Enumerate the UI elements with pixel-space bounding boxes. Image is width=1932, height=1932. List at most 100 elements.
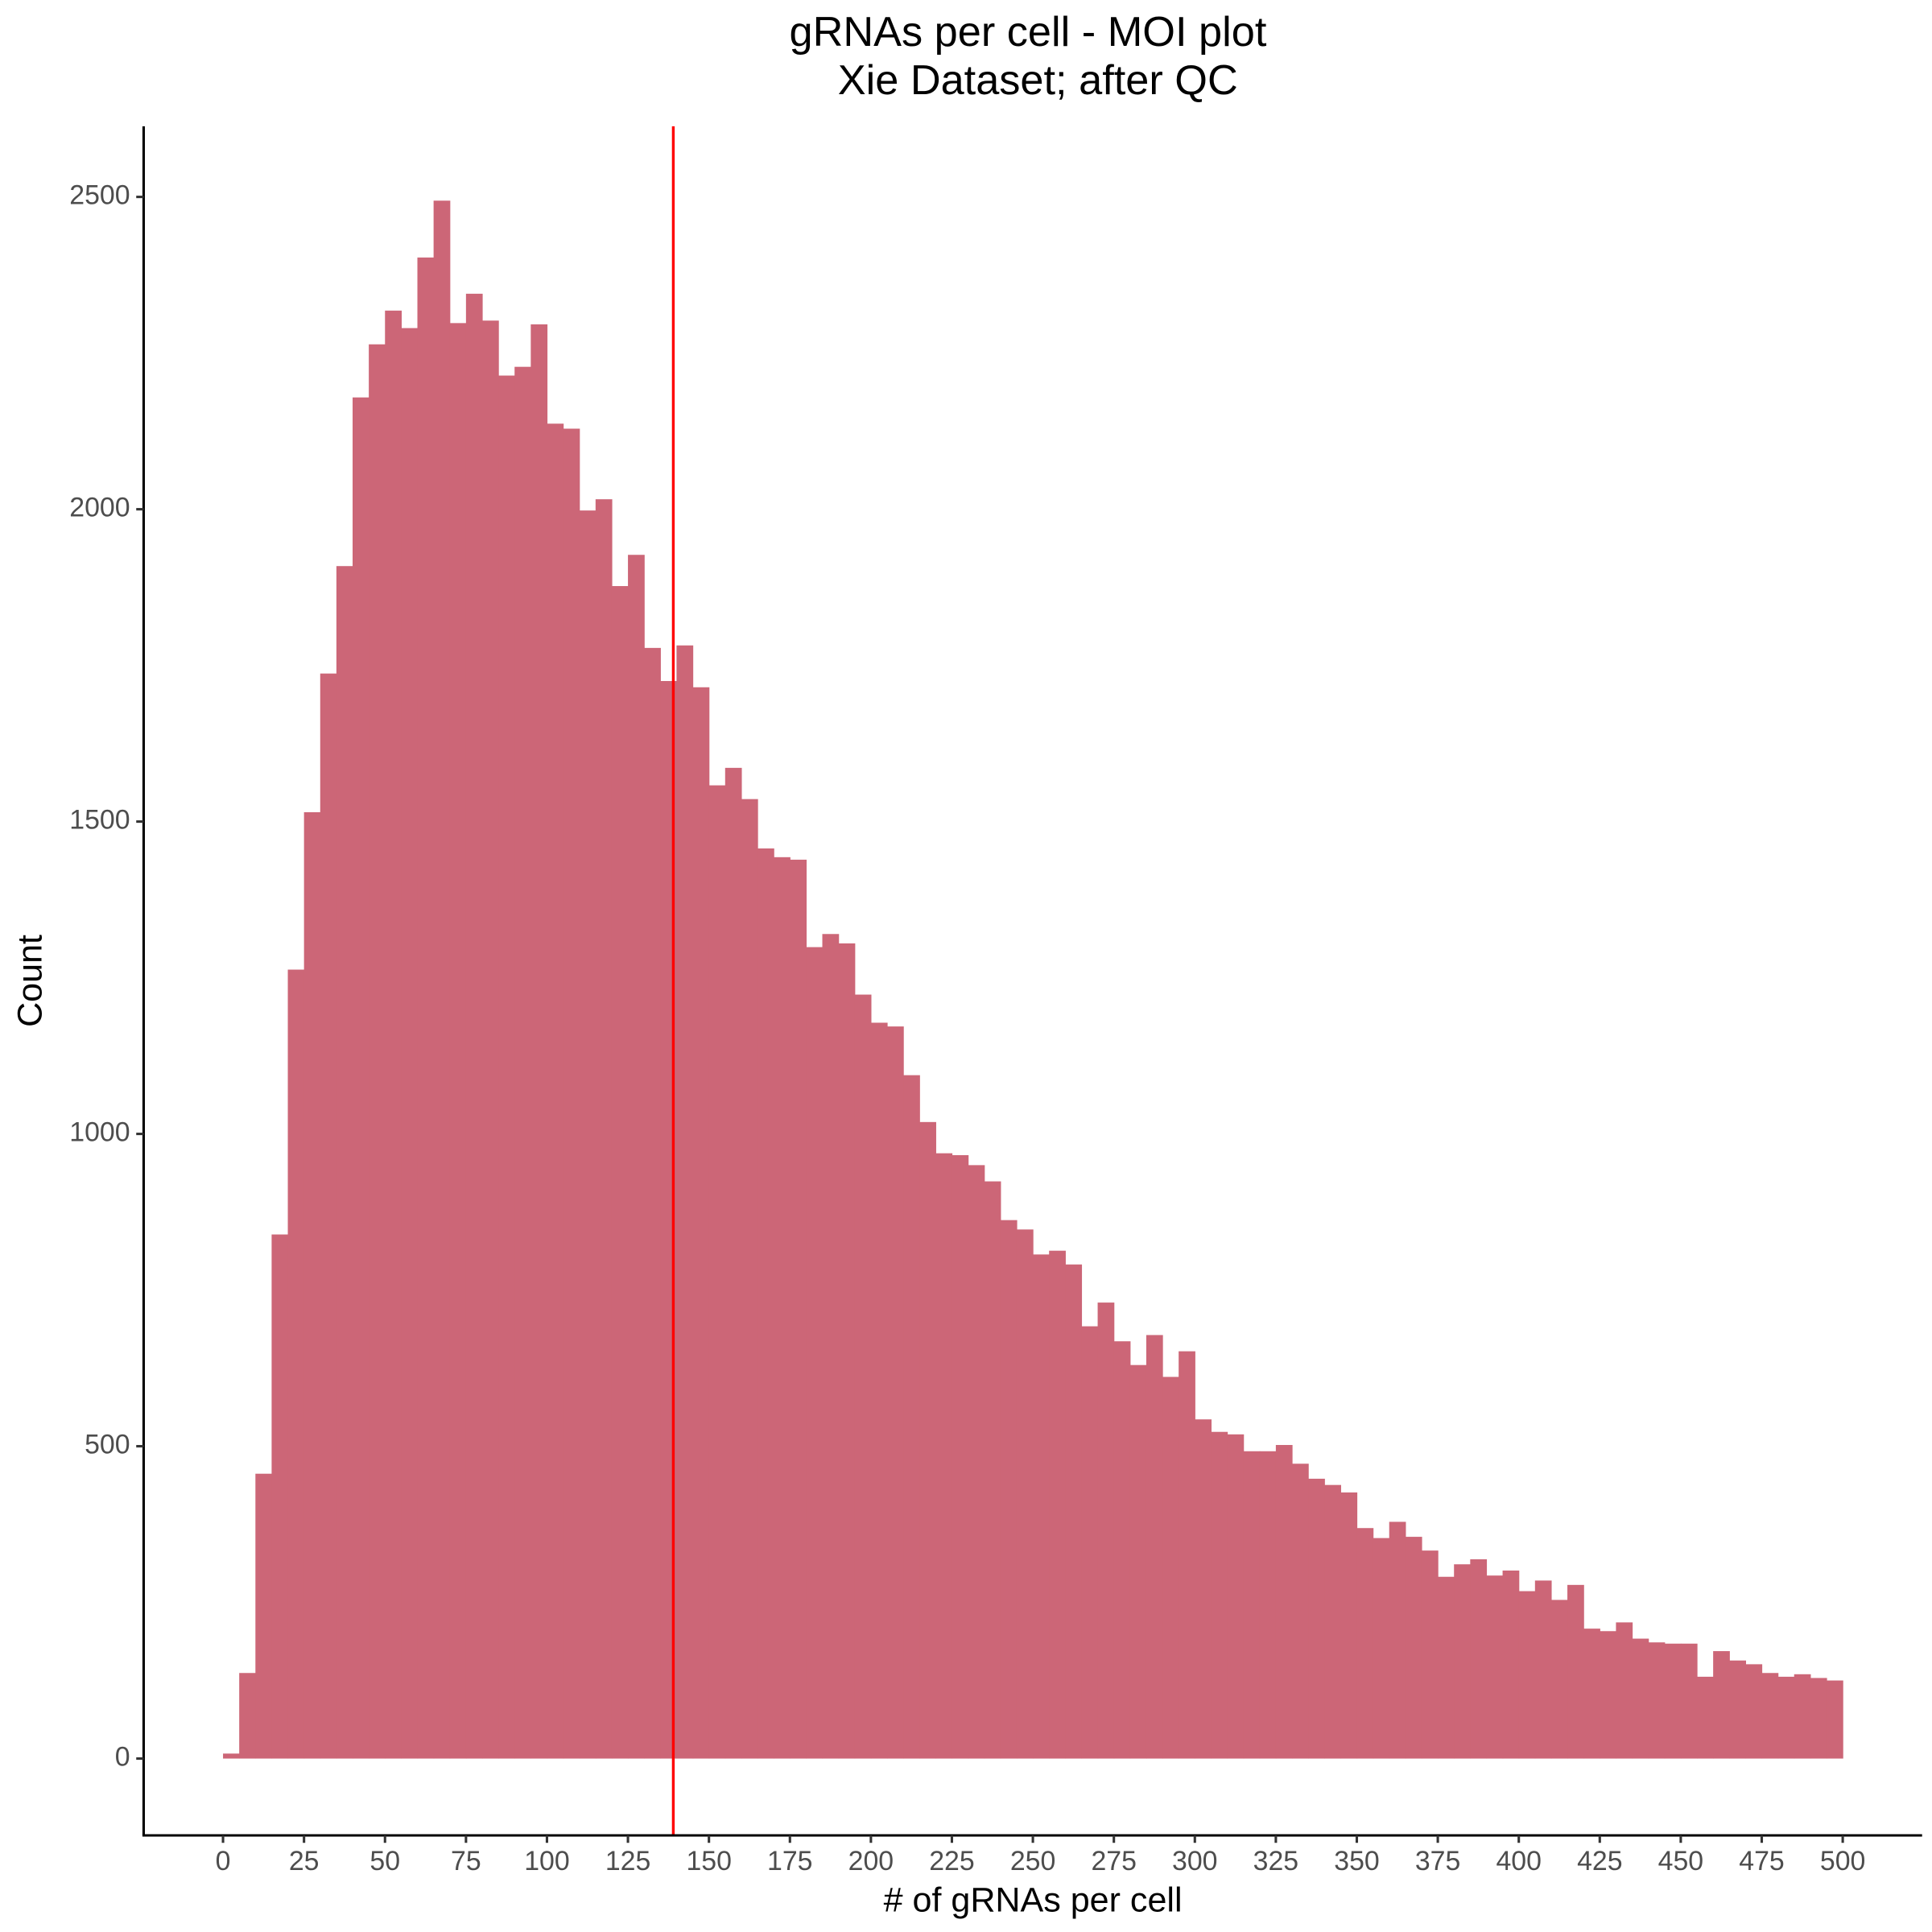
bar — [1211, 1431, 1228, 1759]
chart-title: gRNAs per cell - MOI plot — [789, 9, 1266, 56]
bar — [1826, 1680, 1843, 1759]
bar — [1356, 1528, 1374, 1759]
bar — [1632, 1638, 1649, 1759]
bar — [708, 785, 726, 1759]
bar — [433, 200, 451, 1759]
bar — [1340, 1492, 1358, 1759]
bar — [1486, 1575, 1504, 1759]
bar — [676, 645, 694, 1759]
bar — [1680, 1643, 1698, 1759]
bar — [838, 943, 856, 1759]
bar — [1470, 1559, 1488, 1759]
bar — [239, 1673, 256, 1759]
bar — [1016, 1229, 1034, 1759]
bar — [758, 848, 774, 1759]
bar — [547, 423, 564, 1759]
bar — [1810, 1678, 1827, 1759]
x-tick-label: 450 — [1658, 1846, 1703, 1876]
bar — [741, 799, 758, 1759]
bar — [1794, 1674, 1811, 1759]
bar — [1049, 1250, 1066, 1759]
bar — [1324, 1484, 1341, 1759]
bar — [611, 586, 629, 1759]
bar — [1033, 1254, 1050, 1759]
bar — [1421, 1550, 1439, 1759]
bar — [692, 687, 710, 1759]
bar — [579, 510, 597, 1759]
bar — [952, 1154, 969, 1759]
bar — [774, 857, 791, 1759]
bar — [968, 1165, 985, 1759]
bar — [1129, 1364, 1147, 1759]
bar — [886, 1026, 904, 1759]
bar — [984, 1181, 1001, 1759]
bar — [498, 375, 515, 1759]
x-tick-label: 100 — [524, 1846, 569, 1876]
x-tick-label: 25 — [289, 1846, 320, 1876]
bar — [1162, 1377, 1179, 1759]
bar — [1227, 1434, 1245, 1759]
y-tick-label: 1000 — [69, 1117, 130, 1148]
bar — [1000, 1220, 1018, 1759]
x-tick-label: 375 — [1415, 1846, 1460, 1876]
bars — [223, 200, 1843, 1759]
x-tick-label: 400 — [1496, 1846, 1541, 1876]
x-tick-label: 500 — [1820, 1846, 1865, 1876]
x-tick-label: 425 — [1577, 1846, 1622, 1876]
bar — [303, 811, 321, 1759]
bar — [1081, 1326, 1099, 1759]
y-tick-label: 0 — [115, 1741, 130, 1772]
bar — [1195, 1419, 1212, 1759]
bar — [935, 1153, 953, 1759]
bar — [1697, 1676, 1714, 1759]
bar — [271, 1234, 289, 1759]
bar — [1275, 1445, 1293, 1759]
bar — [1373, 1538, 1390, 1759]
bar — [530, 324, 548, 1759]
x-tick-label: 225 — [929, 1846, 974, 1876]
bar — [1550, 1600, 1568, 1759]
bar — [320, 673, 337, 1759]
chart-subtitle: Xie Dataset; after QC — [838, 57, 1238, 104]
bar — [822, 934, 840, 1759]
x-tick-label: 275 — [1091, 1846, 1136, 1876]
bar — [1405, 1537, 1422, 1759]
bar — [595, 499, 613, 1759]
bar — [628, 555, 645, 1759]
bar — [1146, 1335, 1163, 1759]
bar — [369, 344, 386, 1759]
bar — [919, 1121, 936, 1759]
x-tick-label: 0 — [216, 1846, 231, 1876]
x-tick-label: 150 — [686, 1846, 731, 1876]
bar — [223, 1753, 240, 1759]
x-tick-label: 475 — [1739, 1846, 1784, 1876]
x-tick-label: 300 — [1172, 1846, 1217, 1876]
bar — [1518, 1591, 1536, 1759]
x-tick-label: 325 — [1253, 1846, 1298, 1876]
bar — [1292, 1463, 1309, 1759]
bar — [514, 366, 531, 1759]
bar — [1648, 1642, 1666, 1759]
bar — [353, 397, 369, 1759]
bar — [1454, 1564, 1471, 1759]
bar — [1259, 1451, 1277, 1759]
bar — [1777, 1676, 1795, 1759]
bar — [385, 310, 402, 1759]
bar — [1308, 1478, 1325, 1759]
bar — [1179, 1351, 1195, 1759]
bar — [644, 647, 661, 1759]
bar — [870, 1022, 888, 1759]
x-tick-label: 50 — [369, 1846, 400, 1876]
y-axis-title: Count — [10, 935, 49, 1027]
bar — [724, 767, 742, 1759]
x-tick-label: 350 — [1334, 1846, 1379, 1876]
bar — [563, 428, 580, 1759]
bar — [1567, 1584, 1584, 1759]
bar — [1664, 1643, 1682, 1759]
bar — [790, 859, 807, 1759]
x-tick-label: 125 — [605, 1846, 650, 1876]
x-tick-label: 175 — [767, 1846, 812, 1876]
bar — [1097, 1302, 1115, 1759]
